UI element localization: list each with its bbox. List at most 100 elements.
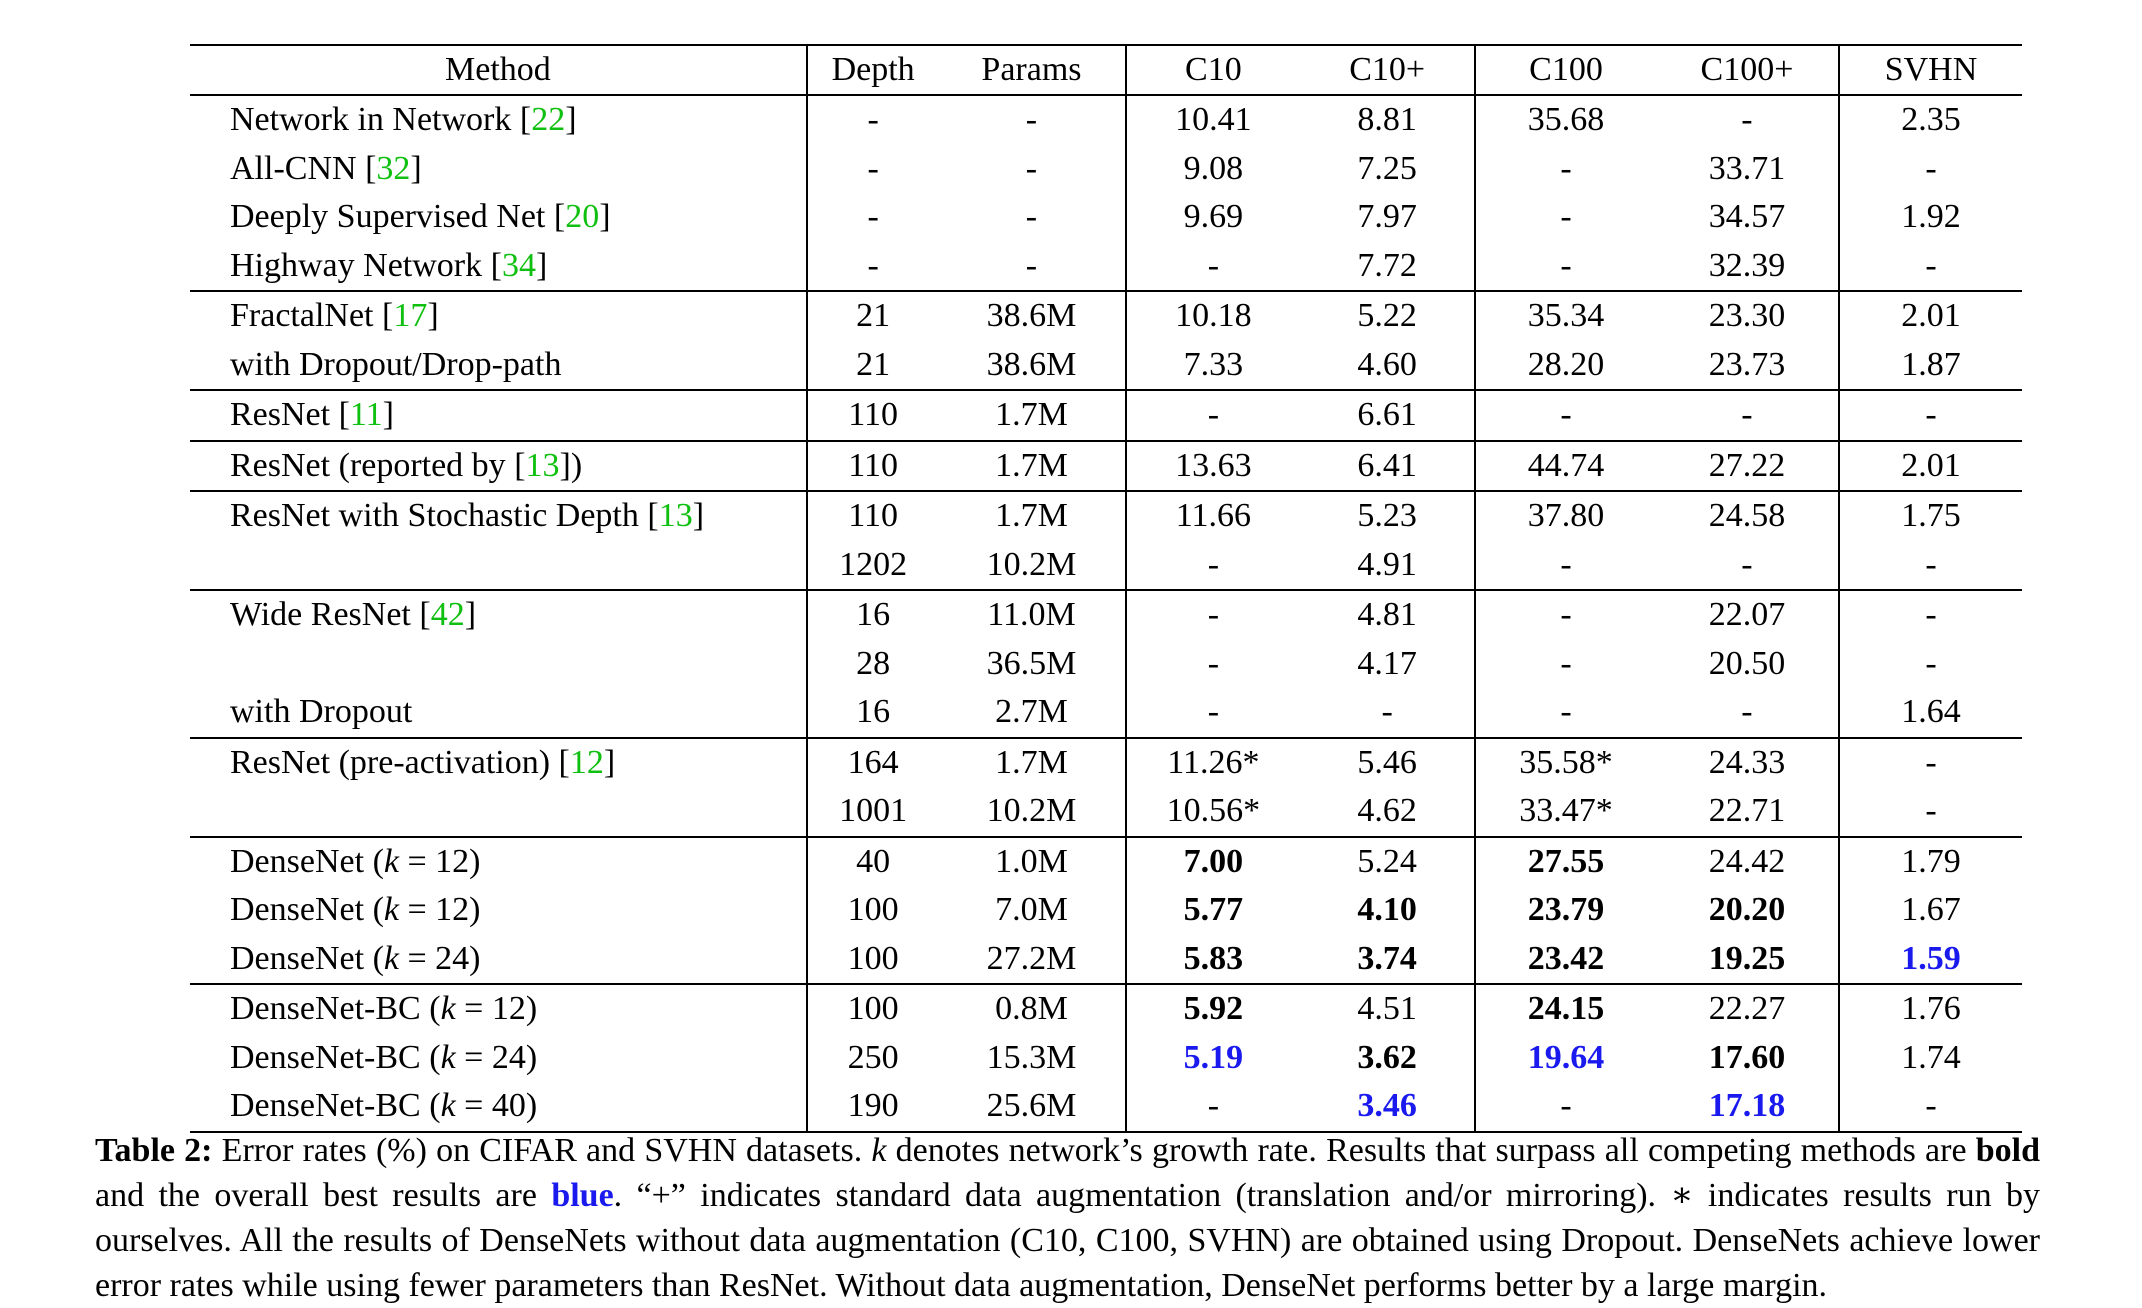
method-name: ResNet — [230, 396, 331, 434]
method-name: Highway Network — [230, 246, 483, 284]
caption-text-1: Error rates (%) on CIFAR and SVHN datase… — [212, 1132, 872, 1169]
table-caption: Table 2: Error rates (%) on CIFAR and SV… — [95, 1128, 2040, 1308]
cell-params: 1.7M — [938, 389, 1126, 441]
cell-c100-plus: 20.20 — [1708, 891, 1786, 929]
bracket: [ — [550, 743, 570, 781]
cell-params: 1.0M — [938, 835, 1126, 886]
cell-method: ResNet (reported by [13]) — [190, 439, 807, 491]
cell-params: 11.0M — [938, 589, 1126, 640]
cell-c10-plus: - — [1381, 693, 1393, 731]
cell-depth: 110 — [805, 439, 939, 491]
equals: = — [398, 939, 436, 977]
citation-link[interactable]: 17 — [393, 297, 428, 335]
paren: ( — [364, 891, 384, 929]
citation-link[interactable]: 11 — [349, 396, 383, 434]
header-method: Method — [190, 44, 807, 96]
cell-c100-plus: 24.42 — [1655, 835, 1839, 886]
growth-rate: 40 — [491, 1087, 526, 1125]
cell-c10-plus: 4.17 — [1357, 644, 1417, 682]
cell-c100-plus: - — [1655, 94, 1839, 145]
cell-c10-plus: 7.25 — [1357, 149, 1417, 187]
k-symbol: k — [440, 990, 456, 1028]
cell-c100: 24.15 — [1474, 983, 1656, 1034]
cell-depth: 16 — [805, 589, 939, 640]
cell-c10: 7.33 — [1124, 340, 1301, 390]
bracket: ] — [565, 101, 577, 139]
cell-c10-plus: 7.72 — [1357, 246, 1417, 284]
table-row: FractalNet [17] 21 38.6M 10.18 5.22 35.34 23.3… — [190, 290, 2022, 341]
cell-c10-plus: 6.41 — [1300, 439, 1476, 491]
caption-text-2: denotes network’s growth rate. Results t… — [886, 1132, 1976, 1169]
cell-c100-plus: 22.07 — [1655, 589, 1839, 640]
cell-c10: 9.08 — [1124, 144, 1301, 193]
method-name: DenseNet-BC — [230, 1087, 421, 1125]
cell-c100: - — [1474, 688, 1656, 738]
table-row: DenseNet (k = 24) 100 27.2M 5.83 3.74 23.42 19… — [190, 934, 2022, 984]
cell-method: Highway Network [34] — [190, 242, 807, 292]
k-symbol: k — [383, 939, 399, 977]
cell-depth: 40 — [805, 835, 939, 886]
cell-c10: - — [1124, 639, 1301, 688]
table-row: 1001 10.2M 10.56* 4.62 33.47* 22.71 - — [190, 787, 2022, 837]
method-name: DenseNet — [230, 891, 365, 929]
cell-c100-plus: 22.27 — [1655, 983, 1839, 1034]
citation-link[interactable]: 34 — [501, 246, 536, 284]
cell-c10-plus: 5.23 — [1300, 490, 1476, 541]
header-c100: C100 — [1474, 44, 1656, 96]
growth-rate: 24 — [491, 1038, 526, 1076]
table-row: DenseNet (k = 12) 40 1.0M 7.00 5.24 27.55 24.4… — [190, 835, 2022, 886]
equals: = — [398, 891, 436, 929]
citation-link[interactable]: 20 — [565, 198, 600, 236]
table-row: with Dropout 16 2.7M - - - - 1.64 — [190, 688, 2022, 738]
cell-depth: 100 — [805, 934, 939, 984]
cell-method: FractalNet [17] — [190, 290, 807, 341]
cell-c10: - — [1124, 389, 1301, 441]
cell-c100: - — [1474, 241, 1656, 291]
cell-c100-plus: 33.71 — [1708, 149, 1786, 187]
table-header-row: Method Depth Params C10 C10+ C100 C100+ … — [190, 44, 2022, 96]
cell-c100-plus: 22.71 — [1708, 792, 1786, 830]
citation-link[interactable]: 42 — [430, 596, 465, 634]
cell-depth: 110 — [805, 389, 939, 441]
table-row: ResNet with Stochastic Depth [13] 110 1.7M… — [190, 490, 2022, 541]
cell-params: 10.2M — [986, 792, 1077, 830]
cell-method: ResNet with Stochastic Depth [13] — [190, 490, 807, 541]
table-row: Highway Network [34] - - -7.72-32.39- — [190, 241, 2022, 292]
cell-method: ResNet (pre-activation) [12] — [190, 736, 807, 787]
method-name: DenseNet — [230, 842, 365, 880]
growth-rate: 12 — [435, 891, 470, 929]
method-name: DenseNet-BC — [230, 1038, 421, 1076]
cell-params: 2.7M — [995, 693, 1068, 731]
table-row: DenseNet (k = 12) 100 7.0M 5.77 4.10 23.79 20.… — [190, 886, 2022, 935]
k-symbol: k — [440, 1087, 456, 1125]
paren: ( — [420, 1087, 441, 1125]
citation-link[interactable]: 22 — [531, 101, 566, 139]
cell-c100: 37.80 — [1474, 490, 1656, 541]
citation-link[interactable]: 13 — [525, 446, 560, 484]
method-name: with Dropout/Drop-path — [230, 345, 562, 383]
cell-svhn: 1.64 — [1837, 688, 2022, 738]
paren: ) — [525, 1087, 538, 1125]
citation-link[interactable]: 32 — [376, 149, 411, 187]
cell-c10-plus: 4.51 — [1300, 983, 1476, 1034]
table-row: DenseNet-BC (k = 24) 250 15.3M 5.19 3.62 19.6… — [190, 1033, 2022, 1082]
cell-c10-plus: 5.46 — [1300, 736, 1476, 787]
bracket: [ — [545, 198, 566, 236]
citation-link[interactable]: 12 — [569, 743, 604, 781]
method-name: All-CNN — [230, 149, 357, 187]
bracket: [ — [356, 149, 377, 187]
cell-svhn: 1.74 — [1837, 1033, 2022, 1082]
table-row: All-CNN [32] - -9.08 7.25-33.71- — [190, 144, 2022, 193]
cell-c100: - — [1474, 144, 1656, 193]
bracket: ] — [382, 396, 394, 434]
table-row: 28 36.5M - 4.17 - 20.50 - — [190, 639, 2022, 688]
cell-depth: 28 — [805, 639, 939, 688]
cell-c10: 9.69 — [1124, 193, 1301, 242]
bracket: [ — [511, 101, 532, 139]
citation-link[interactable]: 13 — [658, 497, 693, 535]
bracket: [ — [505, 446, 526, 484]
cell-c100-plus: 23.30 — [1655, 290, 1839, 341]
cell-params: - — [1025, 149, 1038, 187]
cell-depth: 250 — [805, 1033, 939, 1082]
cell-svhn: - — [1837, 540, 2022, 590]
